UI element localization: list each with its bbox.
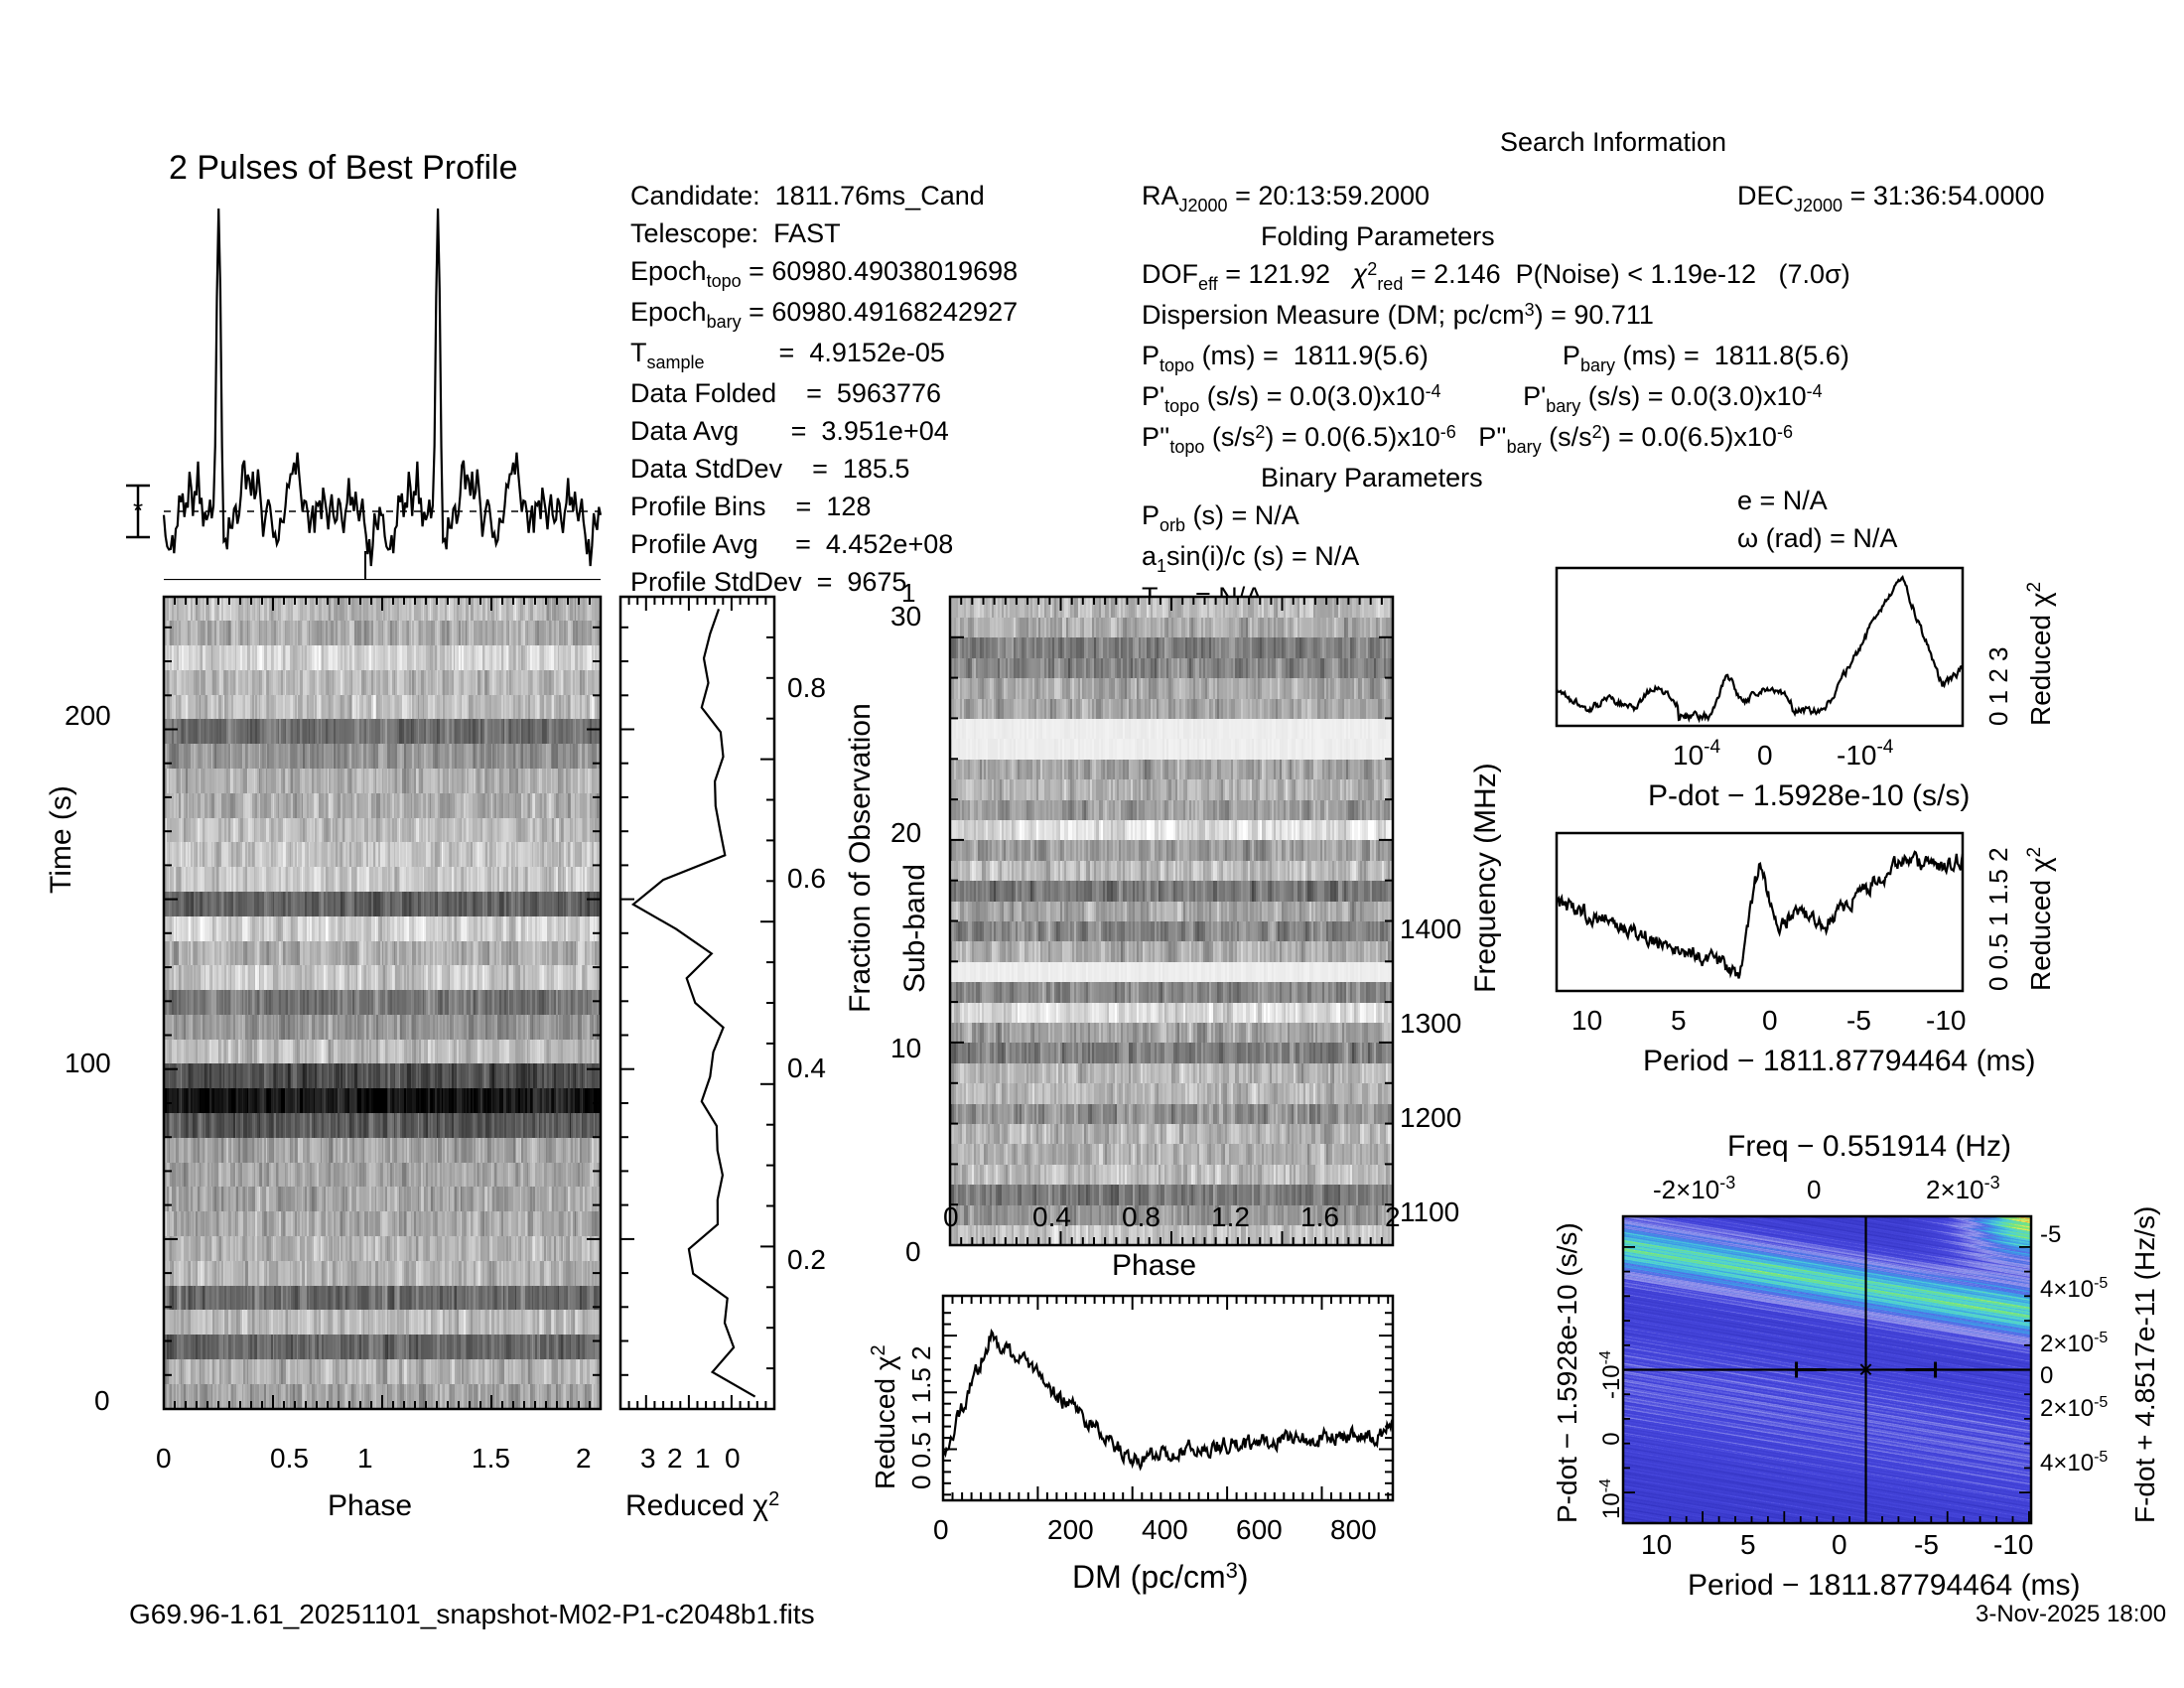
- svg-text:*: *: [133, 495, 143, 525]
- svg-text:✕: ✕: [1857, 1360, 1874, 1382]
